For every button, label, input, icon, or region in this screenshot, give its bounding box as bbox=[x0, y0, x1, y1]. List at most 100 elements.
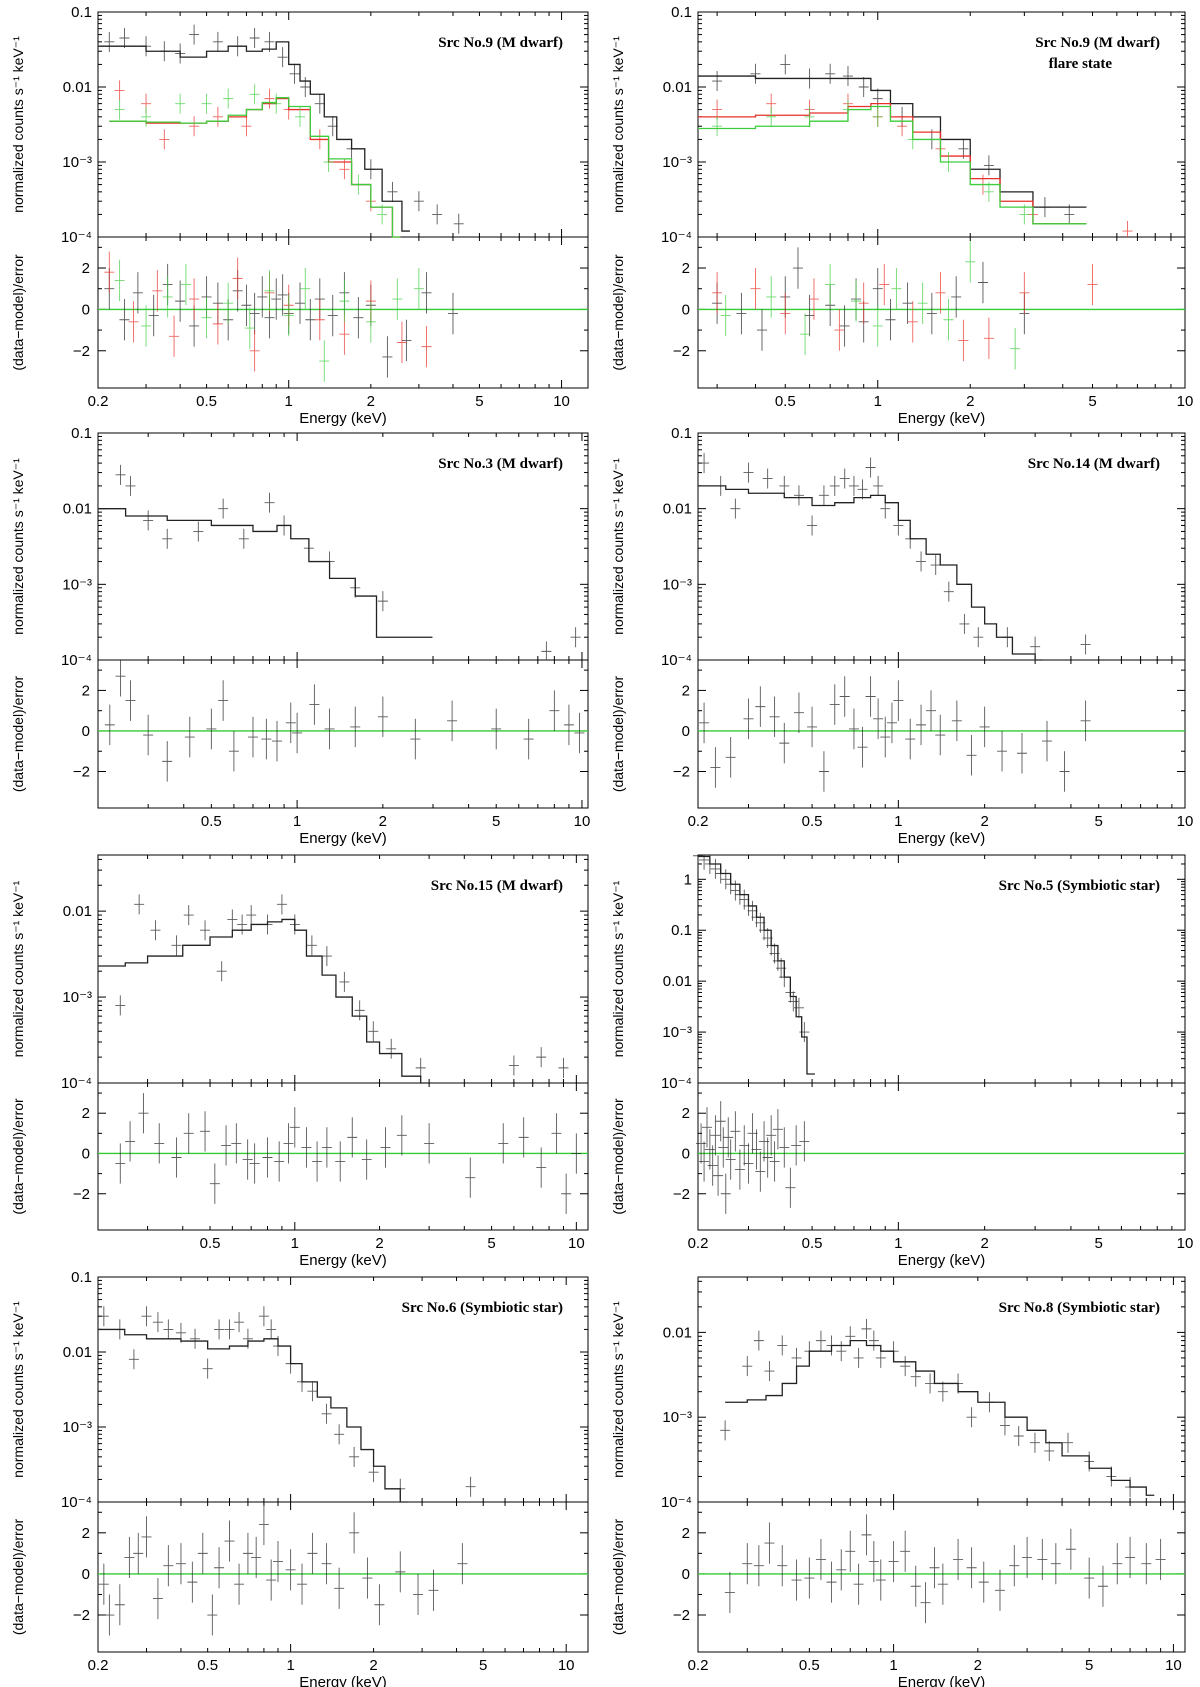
x-tick-label: 0.2 bbox=[688, 1657, 709, 1674]
series-0 bbox=[693, 855, 815, 1075]
residual-point bbox=[365, 301, 376, 343]
residual-point bbox=[885, 299, 896, 341]
residual-point bbox=[872, 305, 883, 347]
y-tick-label: 0.1 bbox=[671, 4, 692, 21]
x-tick-label: 10 bbox=[1177, 813, 1194, 830]
residual-point bbox=[374, 1584, 385, 1626]
y-tick-label: 10⁻⁴ bbox=[661, 652, 692, 669]
residual-point bbox=[335, 1141, 346, 1182]
residual-point bbox=[283, 294, 294, 337]
residual-point bbox=[396, 321, 407, 364]
x-axis-label: Energy (keV) bbox=[299, 1674, 387, 1687]
x-tick-label: 10 bbox=[553, 393, 570, 410]
data-point bbox=[303, 538, 314, 559]
data-point bbox=[159, 129, 170, 150]
residual-point bbox=[751, 1129, 762, 1170]
data-point bbox=[541, 641, 552, 660]
data-point bbox=[285, 1353, 296, 1374]
data-point bbox=[387, 181, 398, 202]
spectrum-panel: 0.5 1 2 5 10 Energy (keV) 0.1 0.01 10⁻³ 10⁻⁴ norma… bbox=[10, 425, 590, 847]
data-point bbox=[289, 914, 300, 935]
model-line bbox=[698, 855, 815, 1075]
residual-point bbox=[1009, 1545, 1020, 1587]
series-0 bbox=[98, 894, 569, 1084]
data-point bbox=[377, 591, 388, 612]
residual-frame bbox=[697, 659, 1186, 809]
residual-point bbox=[865, 676, 876, 717]
residual-axis: 2 0 −2 bbox=[673, 1092, 1185, 1203]
residual-point bbox=[271, 278, 282, 320]
residual-axis: 2 0 −2 bbox=[673, 246, 1185, 360]
data-point bbox=[295, 106, 306, 127]
data-point bbox=[237, 914, 248, 935]
residual-point bbox=[171, 1137, 182, 1178]
data-point bbox=[791, 1347, 802, 1368]
residual-point bbox=[736, 292, 747, 335]
residual-point bbox=[917, 282, 928, 324]
residual-point bbox=[779, 722, 790, 764]
residual-point bbox=[206, 708, 217, 750]
residual-point bbox=[965, 241, 976, 283]
x-tick-label: 10 bbox=[558, 1657, 575, 1674]
data-point bbox=[273, 1336, 284, 1357]
x-axis: 0.5 1 2 5 10 bbox=[97, 855, 585, 1252]
residual-tick-label: 2 bbox=[82, 1105, 90, 1122]
data-point bbox=[804, 106, 815, 127]
residual-tick-label: 2 bbox=[82, 682, 90, 699]
residual-point bbox=[793, 692, 804, 733]
residual-point bbox=[792, 247, 803, 289]
residual-tick-label: 0 bbox=[82, 1566, 90, 1583]
data-point bbox=[1002, 627, 1013, 648]
x-axis-label: Energy (keV) bbox=[898, 1674, 986, 1687]
data-point bbox=[764, 1361, 775, 1382]
residual-point bbox=[563, 704, 574, 746]
residual-point bbox=[785, 1167, 796, 1208]
residual-point bbox=[314, 299, 325, 341]
series-0 bbox=[98, 1306, 476, 1503]
residual-point bbox=[258, 1504, 269, 1546]
y-axis: 0.1 0.01 10⁻³ 10⁻⁴ bbox=[61, 4, 588, 246]
residual-point bbox=[234, 1563, 245, 1605]
residual-point bbox=[1059, 751, 1070, 792]
residual-point bbox=[207, 1594, 218, 1636]
data-point bbox=[762, 468, 773, 489]
spectrum-panel: 0.5 1 2 5 10 Energy (keV) 0.01 10⁻³ 10⁻⁴ normaliz… bbox=[10, 854, 589, 1269]
residual-point bbox=[699, 702, 710, 744]
residual-point bbox=[907, 301, 918, 343]
residual-point bbox=[183, 1113, 194, 1154]
residual-point bbox=[997, 730, 1008, 772]
data-point bbox=[875, 1347, 886, 1368]
residual-point bbox=[935, 272, 946, 314]
y-tick-label: 10⁻⁴ bbox=[61, 652, 92, 669]
residual-point bbox=[815, 1538, 826, 1581]
residual-point bbox=[163, 1545, 174, 1587]
data-point bbox=[339, 971, 350, 992]
residual-point bbox=[780, 292, 791, 335]
x-axis-label: Energy (keV) bbox=[299, 830, 387, 847]
residual-point bbox=[410, 718, 421, 760]
residual-point bbox=[966, 1547, 977, 1589]
residual-tick-label: 0 bbox=[682, 723, 690, 740]
data-point bbox=[224, 1319, 235, 1340]
residual-point bbox=[742, 1543, 753, 1585]
residual-series bbox=[115, 1093, 582, 1214]
model-line bbox=[698, 485, 1044, 661]
y-tick-label: 10⁻⁴ bbox=[61, 229, 92, 246]
residual-point bbox=[549, 690, 560, 731]
x-tick-label: 5 bbox=[1085, 1657, 1093, 1674]
series-2 bbox=[109, 84, 401, 238]
data-point bbox=[183, 905, 194, 926]
model-line bbox=[98, 508, 433, 638]
data-point bbox=[793, 485, 804, 506]
residual-series bbox=[104, 660, 585, 782]
residual-point bbox=[362, 1557, 373, 1599]
residual-point bbox=[300, 268, 311, 310]
residual-point bbox=[218, 680, 229, 721]
residual-point bbox=[861, 1514, 872, 1556]
residual-frame bbox=[97, 1501, 589, 1653]
spectrum-panel: 0.2 0.5 1 2 5 10 Energy (keV) 0.01 10⁻³ 10⁻⁴ norma… bbox=[610, 1276, 1186, 1687]
spectrum-panel: 0.2 0.5 1 2 5 10 Energy (keV) 0.1 0.01 10⁻³ 10⁻⁴ no… bbox=[10, 1269, 589, 1687]
residual-point bbox=[162, 741, 173, 782]
residual-point bbox=[377, 696, 388, 738]
residual-point bbox=[951, 276, 962, 318]
